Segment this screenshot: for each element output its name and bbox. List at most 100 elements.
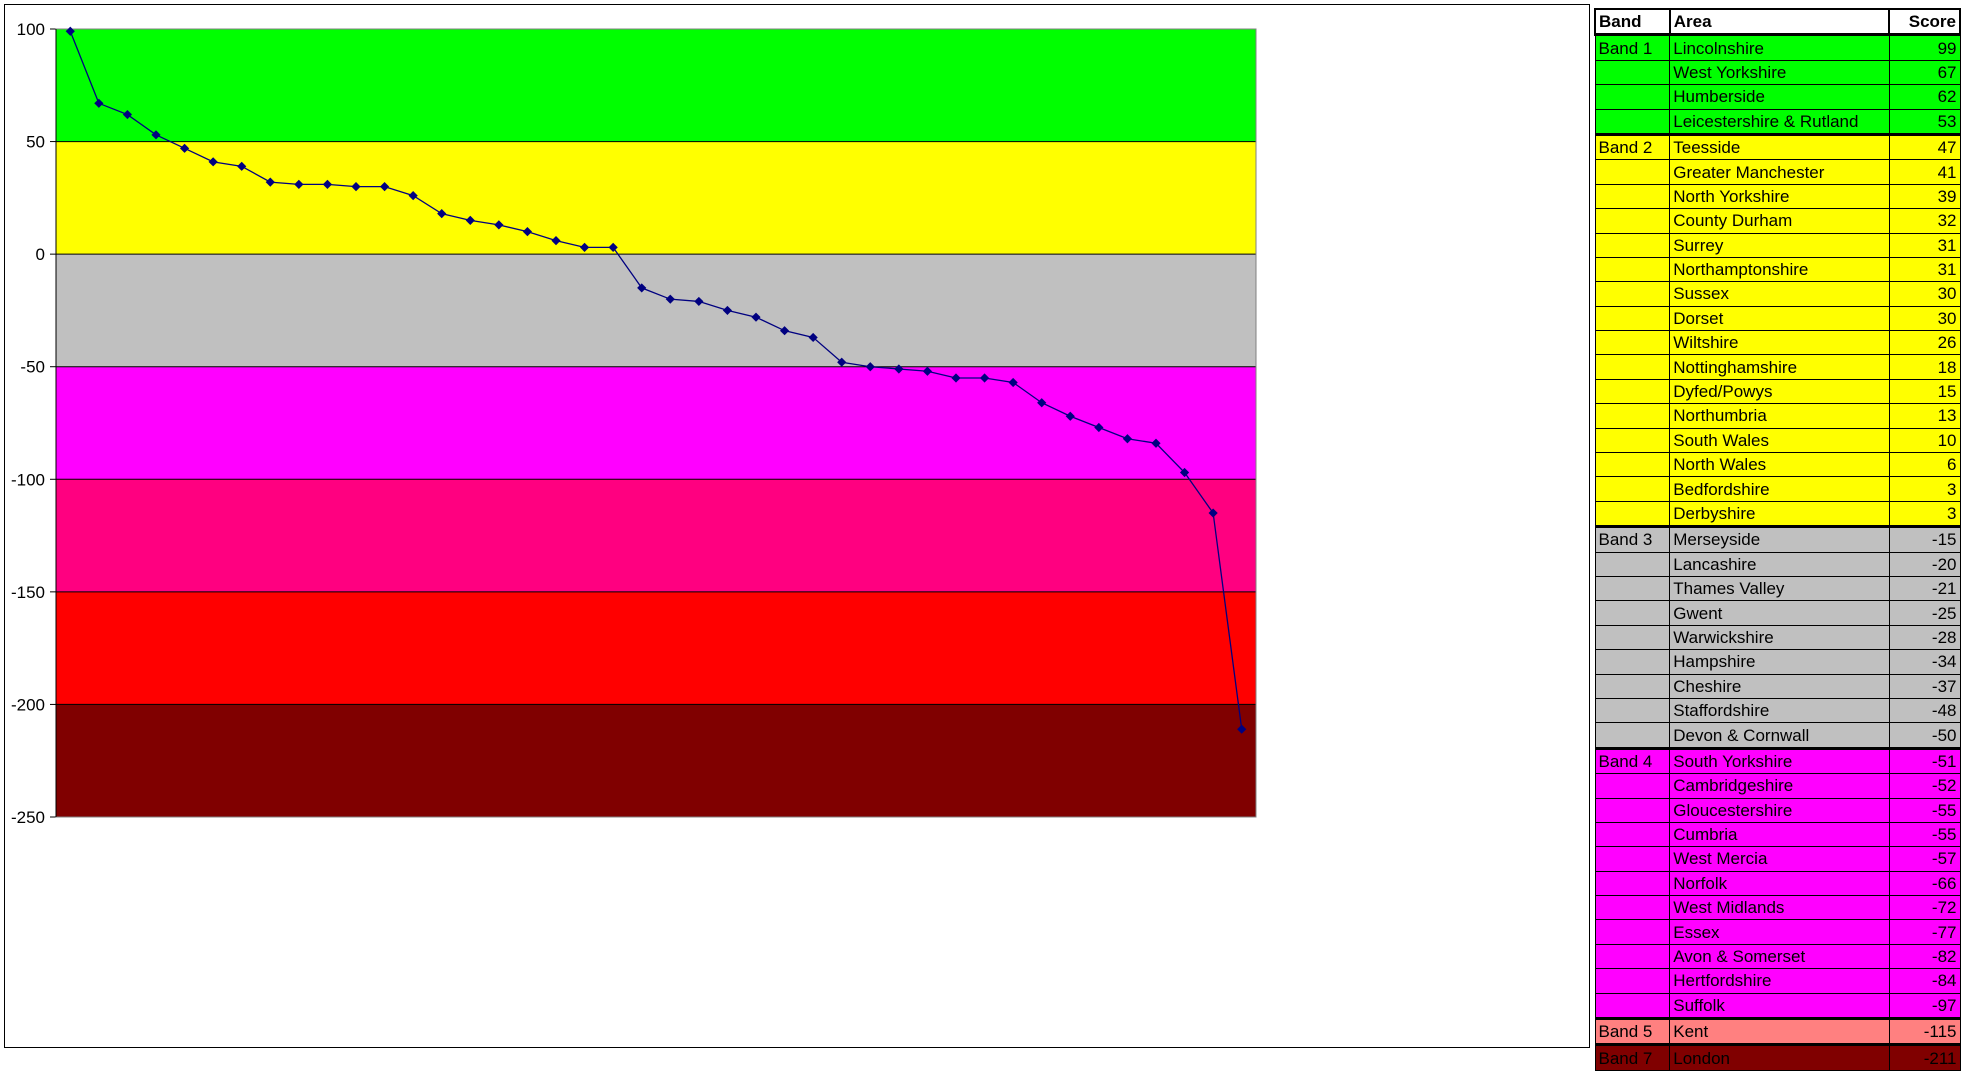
band-cell (1594, 476, 1671, 502)
area-cell: Dyfed/Powys (1669, 378, 1890, 405)
band-cell (1594, 500, 1671, 528)
band-cell (1594, 403, 1671, 429)
data-point-30 (922, 366, 933, 376)
score-cell: 41 (1888, 159, 1961, 185)
area-cell: Devon & Cornwall (1669, 722, 1890, 749)
band-cell (1594, 551, 1671, 577)
data-point-36 (1094, 422, 1104, 433)
line-chart: 100 50 0 -50 -100 -150 -200 -250 (11, 20, 1257, 827)
data-point-18 (579, 242, 590, 252)
data-point-41 (1237, 724, 1247, 734)
area-cell: Cheshire (1669, 673, 1890, 699)
data-point-37 (1122, 434, 1133, 444)
area-cell: North Wales (1669, 452, 1890, 478)
band-cell (1594, 159, 1671, 185)
series-line (69, 31, 1243, 730)
table-row: Dorset 30 (1594, 305, 1961, 332)
data-point-16 (522, 227, 533, 237)
area-cell: Leicestershire & Rutland (1669, 108, 1890, 135)
band-cell (1594, 722, 1671, 749)
score-cell: -51 (1888, 746, 1961, 775)
band-rect-5 (56, 591, 1256, 705)
band-cell (1594, 84, 1671, 110)
chart-frame: 100 50 0 -50 -100 -150 -200 -250 (4, 4, 1590, 1048)
score-cell: -82 (1888, 943, 1961, 970)
band-cell (1594, 895, 1671, 921)
area-cell: South Wales (1669, 427, 1890, 454)
band-rect-1 (56, 141, 1256, 255)
score-cell: 39 (1888, 183, 1961, 210)
ranking-table: Band Area Score Band 1 Lincolnshire 99 West… (1594, 8, 1961, 1071)
data-point-33 (1008, 377, 1018, 388)
band-cell: Band 2 (1594, 132, 1671, 161)
data-point-29 (894, 364, 904, 374)
area-cell: Cumbria (1669, 821, 1890, 848)
band-cell (1594, 870, 1671, 897)
data-point-15 (494, 220, 504, 230)
score-cell: 30 (1888, 305, 1961, 332)
table-row: Dyfed/Powys 15 (1594, 378, 1961, 405)
table-row: Northamptonshire 31 (1594, 256, 1961, 283)
table-row: West Midlands -72 (1594, 895, 1961, 921)
band-cell (1594, 305, 1671, 332)
band-cell (1594, 281, 1671, 307)
data-point-2 (122, 109, 133, 120)
band-cell (1594, 624, 1671, 651)
area-cell: Norfolk (1669, 870, 1890, 897)
data-point-14 (465, 215, 475, 225)
table-row: Gloucestershire -55 (1594, 797, 1961, 823)
score-cell: 53 (1888, 108, 1961, 135)
data-point-35 (1065, 411, 1075, 421)
table-row: Surrey 31 (1594, 232, 1961, 258)
area-cell: Wiltshire (1669, 330, 1890, 356)
table-row: Northumbria 13 (1594, 403, 1961, 429)
table-row: North Wales 6 (1594, 452, 1961, 478)
score-cell: 32 (1888, 208, 1961, 234)
band-cell (1594, 673, 1671, 699)
data-point-34 (1037, 398, 1047, 408)
y-tick-label-6: -200 (11, 695, 45, 714)
data-point-3 (151, 130, 161, 140)
y-tick-label-4: -100 (11, 470, 45, 489)
table-row: Cumbria -55 (1594, 821, 1961, 848)
y-tick-label-7: -250 (11, 808, 45, 827)
ranking-table-container: Band Area Score Band 1 Lincolnshire 99 West… (1594, 8, 1961, 1071)
band-cell (1594, 354, 1671, 380)
table-row: Lancashire -20 (1594, 551, 1961, 577)
data-point-5 (208, 157, 218, 167)
data-point-9 (322, 179, 333, 189)
band-cell (1594, 183, 1671, 210)
data-point-25 (779, 326, 790, 336)
data-point-31 (951, 373, 961, 383)
band-cell: Band 5 (1594, 1016, 1671, 1046)
table-row: Cambridgeshire -52 (1594, 773, 1961, 799)
table-row: Band 7 London -211 (1594, 1043, 1961, 1071)
data-point-13 (437, 209, 447, 219)
table-row: Cheshire -37 (1594, 673, 1961, 699)
data-point-10 (351, 182, 361, 192)
score-cell: -57 (1888, 846, 1961, 872)
area-cell: Merseyside (1669, 525, 1890, 553)
table-row: North Yorkshire 39 (1594, 183, 1961, 210)
score-cell: -97 (1888, 992, 1961, 1020)
score-cell: 67 (1888, 59, 1961, 86)
score-cell: -25 (1888, 600, 1961, 626)
data-point-22 (694, 296, 704, 307)
score-cell: 30 (1888, 281, 1961, 307)
band-cell (1594, 232, 1671, 258)
score-cell: 62 (1888, 84, 1961, 110)
data-point-8 (294, 179, 304, 189)
area-cell: Surrey (1669, 232, 1890, 258)
data-point-1 (94, 98, 104, 108)
area-cell: West Mercia (1669, 846, 1890, 872)
score-cell: -20 (1888, 551, 1961, 577)
area-cell: Greater Manchester (1669, 159, 1890, 185)
score-cell: -211 (1888, 1043, 1961, 1071)
data-point-38 (1151, 438, 1161, 448)
table-row: South Wales 10 (1594, 427, 1961, 454)
area-cell: West Midlands (1669, 895, 1890, 921)
band-cell (1594, 943, 1671, 970)
area-cell: Thames Valley (1669, 575, 1890, 602)
score-cell: 10 (1888, 427, 1961, 454)
data-point-24 (751, 312, 761, 322)
